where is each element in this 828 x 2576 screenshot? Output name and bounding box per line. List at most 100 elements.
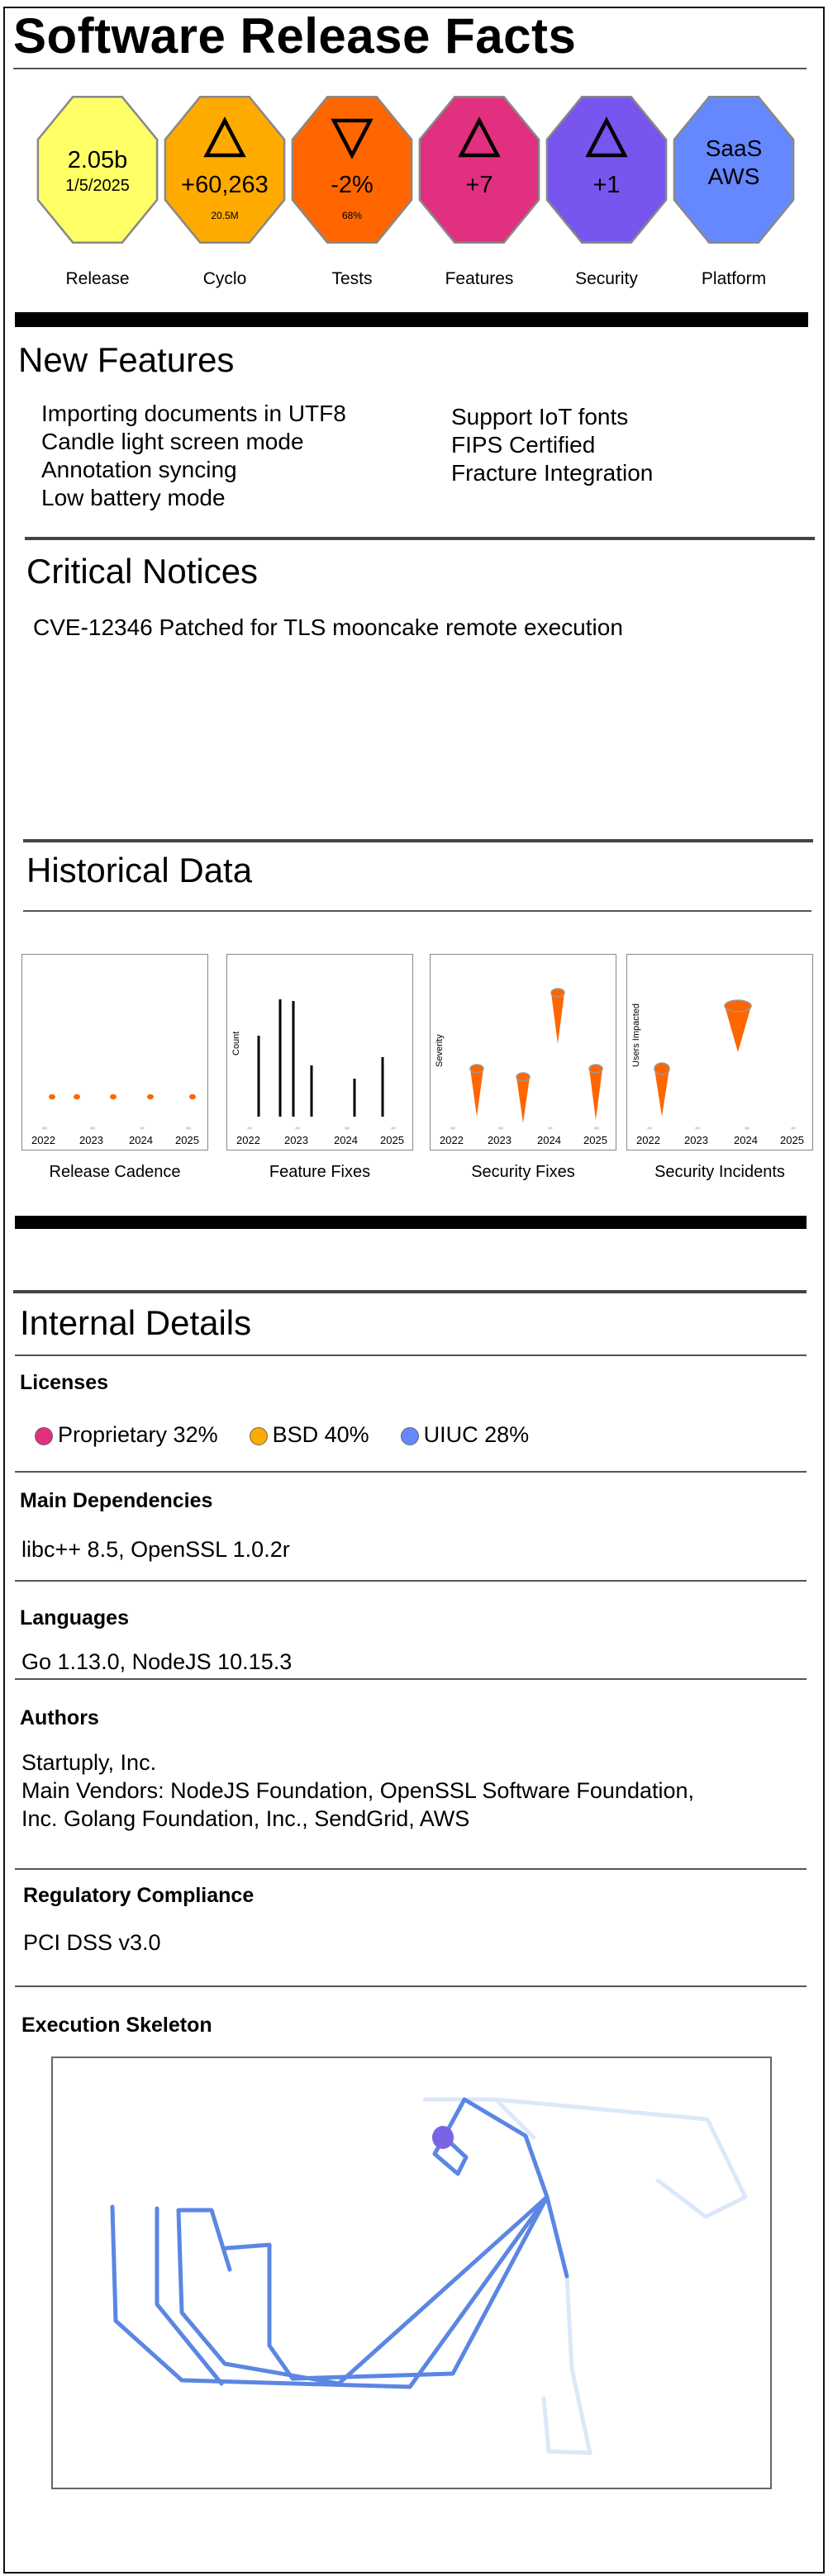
metric-label: Features [445, 269, 514, 288]
historical-data-heading: Historical Data [26, 851, 253, 890]
license-color-dot [400, 1426, 419, 1445]
severity-marker-head [516, 1072, 531, 1082]
execution-skeleton-graph [110, 2097, 748, 2455]
metric-features: +7 Features [413, 89, 545, 288]
license-color-dot [35, 1426, 53, 1445]
axis-tick-marker [42, 1127, 47, 1130]
axis-tick-marker [345, 1127, 350, 1130]
chart-feature-fixes: 2022 2023 2024 2025 Count [226, 954, 413, 1150]
metric-value: +1 [592, 172, 621, 198]
axis-tick-label: 2025 [175, 1134, 199, 1146]
severity-marker [551, 993, 564, 1044]
metric-value: 2.05b [67, 147, 128, 173]
section-divider [25, 537, 815, 540]
regulatory-title: Regulatory Compliance [23, 1884, 255, 1907]
chart-caption: Feature Fixes [269, 1163, 371, 1181]
incident-marker [654, 1069, 669, 1117]
axis-tick-label: 2025 [583, 1134, 607, 1146]
octagon-shape [418, 96, 540, 244]
feature-item: Importing documents in UTF8 [41, 401, 346, 426]
skeleton-edge [462, 2097, 569, 2279]
severity-marker [470, 1069, 483, 1117]
axis-tick-marker [186, 1127, 191, 1130]
skeleton-edge [541, 2274, 592, 2455]
execution-skeleton-figure [51, 2057, 772, 2489]
section-divider [15, 1354, 807, 1356]
octagon-shape [291, 96, 413, 244]
axis-tick-label: 2023 [684, 1134, 708, 1146]
authors-title: Authors [20, 1706, 99, 1729]
severity-marker-head [588, 1064, 603, 1074]
axis-label-y: Users Impacted [631, 1003, 641, 1067]
axis-tick-label: 2024 [129, 1134, 153, 1146]
chart-caption: Security Fixes [471, 1163, 575, 1181]
delta-up-icon [458, 116, 501, 158]
metric-label: Cyclo [202, 269, 247, 288]
license-name: UIUC 28% [423, 1422, 530, 1447]
severity-marker [589, 1069, 602, 1120]
axis-tick-marker [498, 1127, 503, 1130]
metric-label: Platform [701, 269, 767, 288]
feature-item: Support IoT fonts [451, 404, 629, 429]
vendors-line-continued: Inc. Golang Foundation, Inc., SendGrid, … [21, 1806, 470, 1831]
octagon-shape [545, 96, 668, 244]
metric-small-value: 68% [341, 210, 363, 221]
section-divider [15, 1471, 807, 1473]
new-features-left-list: Importing documents in UTF8 Candle light … [41, 400, 346, 512]
license-item: UIUC 28% [400, 1422, 530, 1448]
regulatory-value: PCI DSS v3.0 [23, 1930, 161, 1955]
axis-tick-marker [247, 1127, 252, 1130]
metric-value: SaaS [705, 135, 763, 161]
delta-up-icon [585, 116, 628, 158]
critical-notices-heading: Critical Notices [26, 552, 259, 591]
axis-tick-marker [647, 1127, 652, 1130]
axis-tick-marker [594, 1127, 599, 1130]
cadence-point [74, 1093, 80, 1100]
execution-skeleton-title: Execution Skeleton [21, 2014, 212, 2037]
licenses-list: Proprietary 32% BSD 40% UIUC 28% [35, 1422, 560, 1448]
incident-marker-head [654, 1062, 670, 1075]
section-divider [13, 1290, 807, 1293]
axis-tick-marker [548, 1127, 553, 1130]
octagon-shape [164, 96, 286, 244]
axis-label-y: Severity [435, 1034, 445, 1067]
chart-caption: Security Incidents [654, 1163, 785, 1181]
chart-security-incidents: 2022 2023 2024 2025 Users Impacted [626, 954, 813, 1150]
license-name: Proprietary 32% [58, 1422, 218, 1447]
cadence-point [147, 1093, 154, 1100]
dependencies-title: Main Dependencies [20, 1489, 213, 1512]
metric-value: +7 [465, 172, 493, 198]
axis-tick-label: 2022 [236, 1134, 260, 1146]
section-divider [15, 1678, 807, 1680]
internal-details-heading: Internal Details [20, 1303, 252, 1342]
vendors-line: Main Vendors: NodeJS Foundation, OpenSSL… [21, 1778, 695, 1803]
skeleton-edge [493, 2097, 748, 2219]
severity-marker-head [550, 988, 565, 998]
axis-tick-marker [450, 1127, 455, 1130]
license-name: BSD 40% [272, 1422, 369, 1447]
feature-item: Fracture Integration [451, 460, 654, 486]
axis-tick-marker [295, 1127, 300, 1130]
axis-label-y: Count [231, 1032, 241, 1056]
axis-tick-label: 2023 [79, 1134, 103, 1146]
severity-marker [516, 1077, 530, 1123]
section-divider [15, 1985, 807, 1987]
license-item: BSD 40% [249, 1422, 369, 1448]
delta-up-icon [203, 116, 246, 158]
feature-item: FIPS Certified [451, 432, 596, 458]
feature-item: Low battery mode [41, 485, 226, 510]
axis-tick-label: 2025 [380, 1134, 404, 1146]
axis-tick-label: 2024 [537, 1134, 561, 1146]
skeleton-root-node [432, 2126, 454, 2149]
cadence-point [49, 1093, 55, 1100]
axis-tick-label: 2022 [440, 1134, 464, 1146]
section-divider [23, 910, 811, 912]
metric-platform: SaaS AWS Platform [668, 89, 800, 288]
axis-tick-label: 2024 [734, 1134, 758, 1146]
metric-tests: -2% 68% Tests [286, 89, 418, 288]
chart-release-cadence: 2022 2023 2024 2025 [21, 954, 208, 1150]
license-item: Proprietary 32% [35, 1422, 218, 1448]
skeleton-edge [155, 2206, 224, 2386]
chart-security-fixes: 2022 2023 2024 2025 Severity [430, 954, 616, 1150]
axis-tick-marker [745, 1127, 749, 1130]
